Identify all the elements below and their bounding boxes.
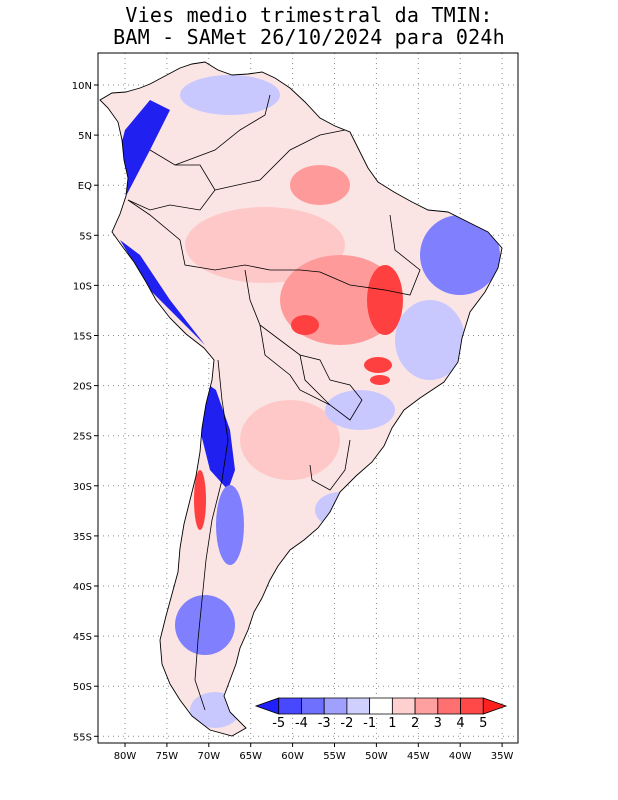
colorbar-swatch xyxy=(482,697,508,715)
lat-tick-label: 45S xyxy=(73,632,92,643)
colorbar-label: 2 xyxy=(411,716,419,731)
lon-tick-label: 50W xyxy=(365,751,388,762)
colorbar-swatch xyxy=(254,697,280,715)
colorbar-label: -4 xyxy=(295,716,308,731)
south-america-landmass xyxy=(100,62,502,736)
colorbar-label: -1 xyxy=(363,716,376,731)
border-chile-argentina xyxy=(194,359,229,711)
lat-tick-label: 55S xyxy=(73,732,92,743)
cold-region-northeast-brazil xyxy=(420,215,500,295)
lat-tick-label: 40S xyxy=(73,582,92,593)
border-brazil-north xyxy=(214,129,346,191)
border-uruguay xyxy=(309,439,351,491)
lon-tick-label: 35W xyxy=(491,751,514,762)
colorbar-swatch xyxy=(278,697,302,715)
lat-tick-label: 15S xyxy=(73,332,92,343)
lat-tick-label: 20S xyxy=(73,382,92,393)
lat-tick-label: 5N xyxy=(78,131,92,142)
cold-region-andes-north xyxy=(112,100,170,232)
map-frame xyxy=(97,52,519,744)
colorbar-label: 1 xyxy=(388,716,396,731)
map-title-line1: Vies medio trimestral da TMIN: xyxy=(125,3,493,27)
border-colombia xyxy=(127,149,216,211)
cold-region-andes-south xyxy=(200,380,235,490)
colorbar-swatch xyxy=(414,697,439,715)
colorbar-swatch xyxy=(369,697,393,715)
border-bolivia xyxy=(244,269,331,381)
lon-tick-label: 55W xyxy=(323,751,346,762)
country-borders xyxy=(127,94,421,711)
warm-region-chile xyxy=(194,470,206,530)
cold-region-argentina xyxy=(216,485,244,565)
lat-tick-label: 50S xyxy=(73,682,92,693)
border-brazil-states xyxy=(319,214,421,296)
colorbar: -5 -4 -3 -2 -1 1 2 3 4 5 xyxy=(254,697,508,731)
bias-field xyxy=(112,75,500,728)
lon-tick-label: 45W xyxy=(407,751,430,762)
border-paraguay xyxy=(299,354,363,421)
colorbar-label: 3 xyxy=(434,716,442,731)
border-peru xyxy=(127,199,321,273)
colorbar-swatch xyxy=(346,697,371,715)
cold-region-patagonia xyxy=(175,595,235,655)
warm-region-chaco xyxy=(240,400,340,480)
colorbar-label: -3 xyxy=(318,716,331,731)
warm-region-tocantins xyxy=(367,265,403,335)
colorbar-swatch xyxy=(323,697,348,715)
cold-region-andes-peru xyxy=(120,240,215,355)
lat-tick-label: 35S xyxy=(73,532,92,543)
warm-region-goias xyxy=(364,357,392,373)
lat-tick-label: 10S xyxy=(73,281,92,292)
warm-region-amazon-north xyxy=(290,165,350,205)
colorbar-swatch xyxy=(301,697,325,715)
lat-tick-label: 10N xyxy=(72,81,92,92)
lon-tick-label: 65W xyxy=(239,751,262,762)
colorbar-label: -5 xyxy=(272,716,285,731)
colorbar-label: 4 xyxy=(456,716,464,731)
warm-region-mato-grosso xyxy=(291,315,319,335)
lon-tick-label: 75W xyxy=(156,751,179,762)
lat-tick-label: 30S xyxy=(73,482,92,493)
lon-tick-label: 70W xyxy=(197,751,220,762)
lon-tick-label: 80W xyxy=(114,751,137,762)
map-title-line2: BAM - SAMet 26/10/2024 para 024h xyxy=(113,25,505,49)
colorbar-swatch xyxy=(460,697,484,715)
warm-region-southeast xyxy=(370,375,390,385)
border-argentina-north xyxy=(259,324,331,406)
lat-tick-label: EQ xyxy=(78,181,92,192)
cold-region-east-brazil xyxy=(395,300,465,380)
cold-region-south-brazil xyxy=(325,390,395,430)
lat-tick-label: 5S xyxy=(79,231,92,242)
colorbar-label: -2 xyxy=(340,716,353,731)
cold-region-tierra-del-fuego xyxy=(190,692,240,728)
lat-tick-label: 25S xyxy=(73,432,92,443)
colorbar-label: 5 xyxy=(479,716,487,731)
lon-tick-label: 60W xyxy=(281,751,304,762)
cold-region-guianas xyxy=(180,75,280,115)
colorbar-swatch xyxy=(437,697,461,715)
colorbar-swatch xyxy=(391,697,416,715)
border-venezuela xyxy=(174,94,271,166)
lon-tick-label: 40W xyxy=(449,751,472,762)
